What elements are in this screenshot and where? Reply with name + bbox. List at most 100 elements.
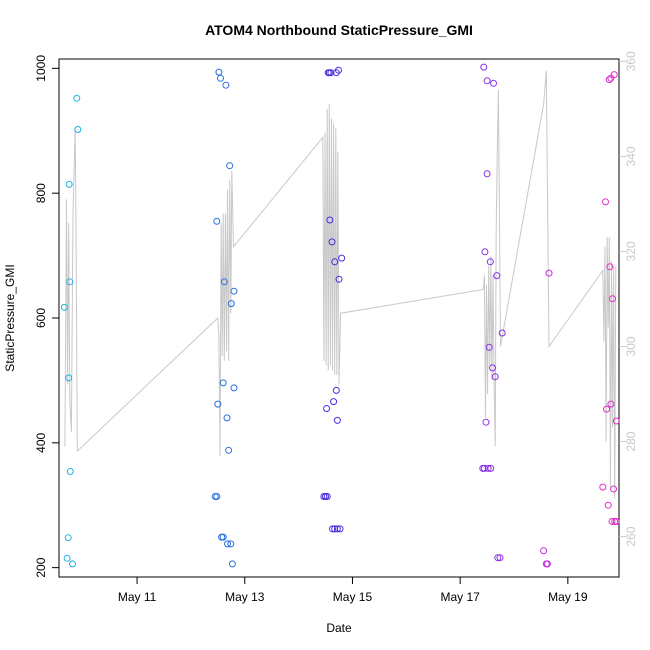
data-point: [333, 525, 341, 533]
data-point: [605, 76, 613, 84]
data-point: [323, 405, 331, 412]
data-point: [543, 560, 551, 568]
data-point: [326, 216, 334, 224]
data-point: [483, 77, 491, 85]
data-point: [230, 384, 238, 392]
scatter-points-layer: [60, 63, 620, 568]
data-point: [224, 540, 231, 548]
data-point: [604, 501, 612, 509]
line-series-layer: [64, 70, 617, 499]
data-point: [487, 464, 495, 472]
data-point: [336, 525, 344, 533]
data-point: [608, 518, 616, 525]
chart-title: ATOM4 Northbound StaticPressure_GMI: [205, 22, 473, 38]
data-point: [338, 254, 346, 262]
y-axis-right: 260 280 300 320 340 360: [619, 51, 638, 547]
data-point: [607, 400, 615, 408]
data-point: [498, 329, 506, 337]
data-point: [230, 287, 238, 295]
data-point: [60, 303, 68, 311]
y-axis-label: StaticPressure_GMI: [3, 264, 17, 371]
data-point: [215, 68, 223, 76]
data-point: [220, 278, 228, 286]
data-point: [606, 263, 614, 271]
data-point: [603, 405, 611, 413]
data-point: [214, 400, 222, 408]
data-point: [222, 81, 230, 89]
data-point: [219, 533, 227, 541]
data-point: [65, 180, 73, 188]
y-tick-label: 1000: [34, 55, 48, 82]
data-point: [490, 79, 497, 87]
y-axis-left: 200 400 600 800 1000: [34, 55, 59, 578]
data-point: [328, 238, 336, 246]
data-point: [217, 74, 224, 82]
data-point: [331, 525, 339, 533]
data-point: [227, 540, 235, 548]
data-point: [335, 275, 343, 283]
x-tick-label: May 11: [118, 590, 157, 604]
data-point: [599, 483, 607, 491]
data-point: [545, 269, 553, 277]
data-point: [219, 379, 227, 387]
y2-tick-label: 360: [624, 51, 638, 71]
data-point: [225, 446, 233, 454]
data-point: [213, 493, 221, 500]
data-point: [332, 386, 340, 394]
x-tick-label: May 15: [333, 590, 373, 604]
data-point: [607, 74, 615, 82]
data-point: [331, 258, 339, 266]
data-point: [612, 417, 620, 425]
y2-tick-label: 300: [624, 336, 638, 356]
y-tick-label: 800: [34, 183, 48, 203]
data-point: [612, 518, 620, 525]
data-point: [73, 94, 81, 102]
data-point: [540, 547, 548, 555]
data-point: [489, 364, 496, 372]
pressure-line: [64, 70, 617, 499]
y-tick-label: 200: [34, 557, 48, 577]
data-point: [330, 398, 338, 406]
y-tick-label: 400: [34, 432, 48, 452]
data-point: [64, 534, 72, 542]
data-point: [228, 560, 236, 568]
data-point: [482, 418, 490, 426]
y2-tick-label: 340: [624, 146, 638, 166]
data-point: [333, 416, 341, 424]
data-point: [223, 414, 231, 422]
data-point: [484, 464, 492, 472]
data-point: [323, 493, 331, 500]
data-point: [329, 525, 336, 533]
x-tick-label: May 19: [548, 590, 588, 604]
data-point: [486, 258, 494, 266]
y2-tick-label: 280: [624, 431, 638, 451]
data-point: [610, 71, 618, 79]
x-tick-label: May 13: [225, 590, 265, 604]
x-tick-label: May 17: [440, 590, 480, 604]
data-point: [63, 554, 71, 562]
data-point: [480, 63, 488, 71]
y-tick-label: 600: [34, 308, 48, 328]
data-point: [74, 126, 82, 133]
data-point: [226, 162, 234, 170]
data-point: [485, 343, 493, 351]
data-point: [493, 272, 501, 280]
data-point: [483, 170, 491, 178]
data-point: [66, 278, 74, 286]
y2-tick-label: 320: [624, 241, 638, 261]
data-point: [69, 560, 76, 568]
data-point: [491, 373, 499, 381]
data-point: [496, 554, 504, 562]
x-axis-label: Date: [326, 621, 352, 635]
data-point: [609, 295, 616, 303]
data-point: [227, 300, 235, 308]
data-point: [213, 217, 221, 225]
data-point: [327, 69, 335, 77]
data-point: [65, 374, 73, 382]
data-point: [602, 198, 609, 206]
data-point: [66, 468, 74, 475]
data-point: [335, 66, 342, 74]
x-axis: May 11 May 13 May 15 May 17 May 19: [118, 577, 588, 604]
data-point: [610, 485, 618, 493]
